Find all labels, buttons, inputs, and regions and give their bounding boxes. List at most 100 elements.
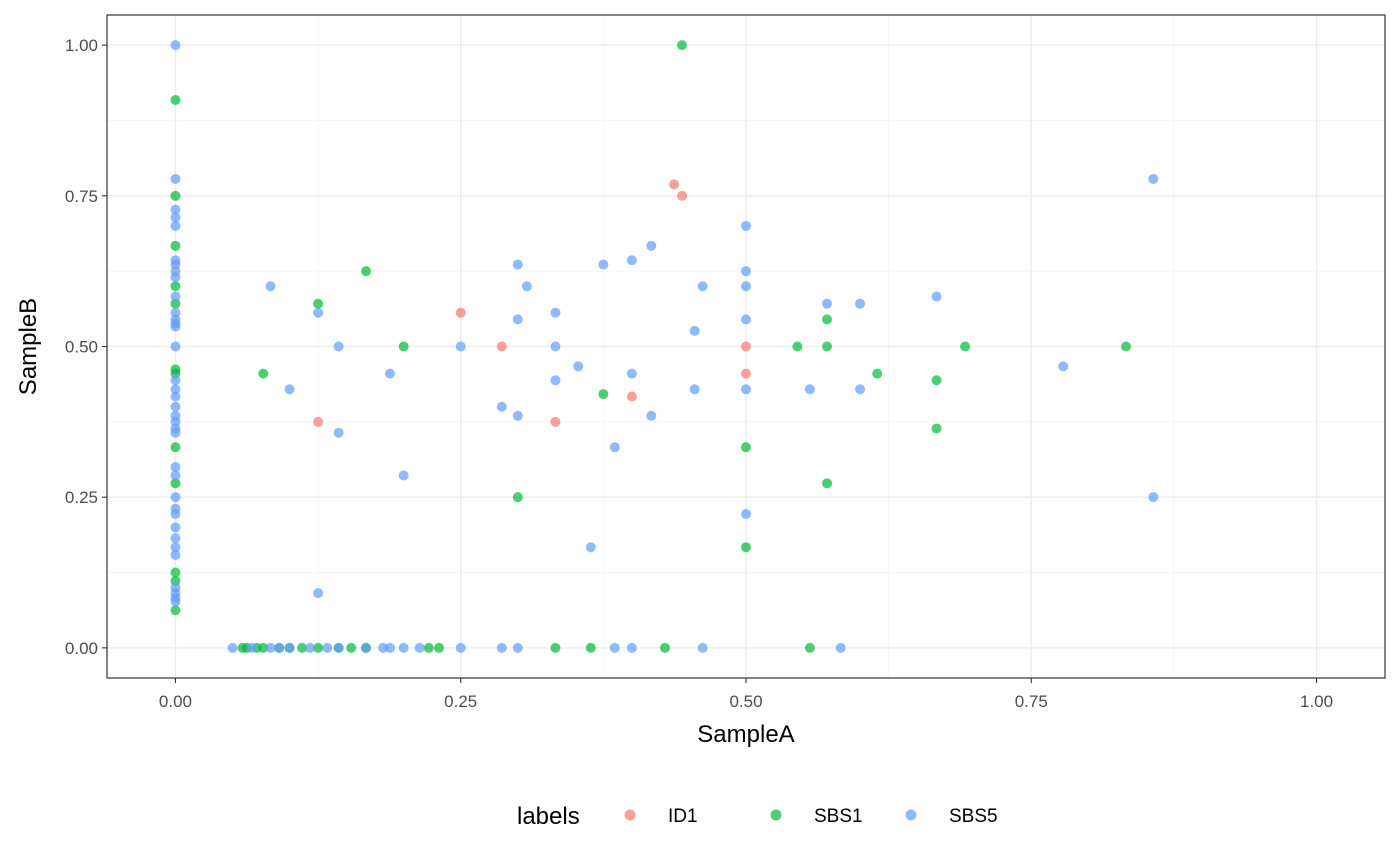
data-point <box>872 368 883 379</box>
data-point <box>669 179 680 190</box>
data-point <box>170 341 181 352</box>
data-point <box>804 384 815 395</box>
data-point <box>585 642 596 653</box>
data-point <box>804 642 815 653</box>
data-point <box>697 642 708 653</box>
data-point <box>626 642 637 653</box>
data-point <box>170 567 181 578</box>
data-point <box>170 321 181 332</box>
data-point <box>170 190 181 201</box>
legend-key <box>624 809 636 821</box>
data-point <box>931 423 942 434</box>
data-point <box>741 281 751 292</box>
legend: labels ID1 SBS1 SBS5 <box>517 803 998 830</box>
data-point <box>170 40 181 51</box>
data-point <box>265 281 276 292</box>
data-point <box>170 291 181 302</box>
data-point <box>626 391 637 402</box>
data-point <box>265 642 276 653</box>
data-point <box>170 94 181 105</box>
data-point <box>170 212 181 223</box>
data-point <box>609 442 620 453</box>
data-point <box>689 325 700 336</box>
data-point <box>170 375 181 386</box>
y-axis-title: SampleB <box>15 298 42 395</box>
axis-ticks: 0.00 0.25 0.50 0.75 1.00 0.00 0.25 0.50 0.75 1.00 <box>65 36 1333 711</box>
data-point <box>284 384 295 395</box>
data-point <box>170 391 181 402</box>
data-point <box>855 298 866 309</box>
data-point <box>361 642 372 653</box>
data-point <box>423 642 434 653</box>
data-point <box>1120 341 1131 352</box>
data-point <box>496 341 507 352</box>
data-point <box>274 642 285 653</box>
data-point <box>697 281 708 292</box>
data-point <box>689 384 700 395</box>
data-point <box>398 642 409 653</box>
data-point <box>521 281 532 292</box>
data-point <box>313 298 324 309</box>
data-point <box>384 642 395 653</box>
data-point <box>550 642 561 653</box>
data-point <box>170 542 181 553</box>
data-point <box>346 642 357 653</box>
data-point <box>659 642 670 653</box>
data-point <box>361 266 372 277</box>
data-point <box>741 220 751 231</box>
data-point <box>822 314 833 325</box>
data-point <box>170 522 181 533</box>
data-point <box>550 416 561 427</box>
data-point <box>741 368 751 379</box>
data-point <box>170 240 181 251</box>
y-tick-label: 0.25 <box>65 488 98 507</box>
legend-key <box>905 809 917 821</box>
data-point <box>677 190 688 201</box>
data-point <box>313 588 324 599</box>
series-sbs5 <box>170 40 1159 653</box>
data-point <box>598 259 609 270</box>
data-point <box>284 642 295 653</box>
y-tick-label: 1.00 <box>65 36 98 55</box>
legend-item-sbs1: SBS1 <box>770 806 863 827</box>
data-point <box>333 642 344 653</box>
x-axis-title: SampleA <box>697 721 794 748</box>
y-tick-label: 0.75 <box>65 187 98 206</box>
data-point <box>550 375 561 386</box>
data-point <box>313 642 324 653</box>
data-point <box>170 204 181 215</box>
data-points <box>170 40 1159 653</box>
data-point <box>835 642 846 653</box>
legend-items: ID1 SBS1 SBS5 <box>624 806 998 827</box>
series-sbs1 <box>170 40 1131 653</box>
data-point <box>550 341 561 352</box>
data-point <box>677 40 688 51</box>
data-point <box>598 389 609 400</box>
data-point <box>646 240 657 251</box>
data-point <box>170 272 181 283</box>
data-point <box>741 384 751 395</box>
data-point <box>170 596 181 607</box>
data-point <box>931 375 942 386</box>
data-point <box>455 341 466 352</box>
data-point <box>170 605 181 616</box>
data-point <box>626 255 637 266</box>
data-point <box>170 281 181 292</box>
y-tick-label: 0.50 <box>65 338 98 357</box>
data-point <box>170 533 181 544</box>
legend-title: labels <box>517 803 580 830</box>
data-point <box>170 470 181 481</box>
data-point <box>170 427 181 438</box>
data-point <box>512 410 523 421</box>
x-tick-label: 0.00 <box>159 692 192 711</box>
data-point <box>1148 173 1159 184</box>
data-point <box>585 542 596 553</box>
data-point <box>398 341 409 352</box>
data-point <box>170 401 181 412</box>
legend-label: SBS5 <box>949 806 998 827</box>
data-point <box>741 509 751 520</box>
data-point <box>792 341 803 352</box>
data-point <box>258 642 269 653</box>
